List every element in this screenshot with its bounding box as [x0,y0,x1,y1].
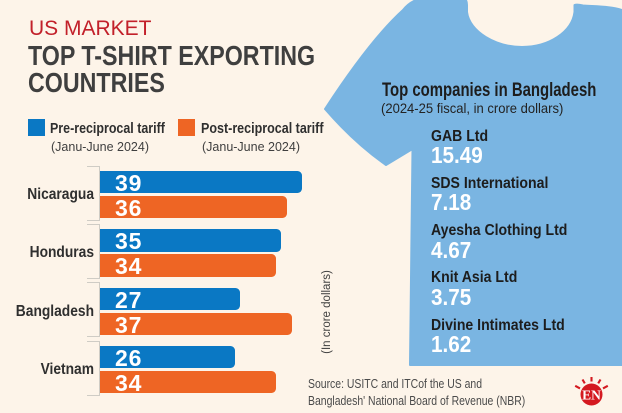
svg-text:EN: EN [582,387,601,402]
